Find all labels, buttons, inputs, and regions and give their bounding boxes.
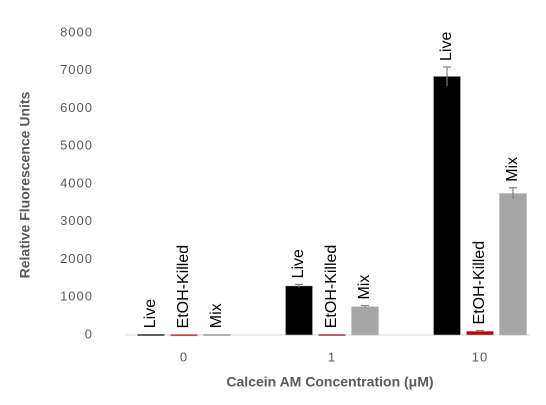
bar [351,306,379,336]
bar-label: Mix [208,303,225,328]
error-bar [295,283,303,288]
x-axis-title: Calcein AM Concentration (μM) [226,374,433,390]
y-tick-label: 1000 [60,289,93,304]
bar-label: EtOH-Killed [471,241,488,325]
bar [137,333,165,336]
y-axis-title: Relative Fluorescence Units [17,91,33,278]
y-tick-label: 0 [85,326,93,341]
y-tick-label: 8000 [60,24,93,39]
y-tick-label: 6000 [60,100,93,115]
x-tick-label: 0 [180,349,188,364]
bar-label: EtOH-Killed [323,245,340,329]
bar [499,193,527,336]
bar-label: Live [142,299,159,328]
y-tick-label: 7000 [60,62,93,77]
bar [203,333,231,336]
error-bar [509,187,517,200]
y-tick-label: 3000 [60,213,93,228]
y-tick-label: 2000 [60,251,93,266]
bar [285,285,313,336]
error-bar [443,66,451,86]
y-tick-label: 5000 [60,138,93,153]
error-bar [361,304,369,308]
x-tick-label: 1 [328,349,336,364]
bar-label: EtOH-Killed [175,245,192,329]
bar-label: Live [438,32,455,61]
y-tick-label: 4000 [60,175,93,190]
bar-label: Mix [504,157,521,182]
bar-label: Live [290,249,307,278]
bar [433,76,461,336]
x-tick-label: 10 [472,349,488,364]
bar [318,333,346,336]
error-bar [476,329,484,332]
bar-label: Mix [356,275,373,300]
bar [170,334,198,337]
